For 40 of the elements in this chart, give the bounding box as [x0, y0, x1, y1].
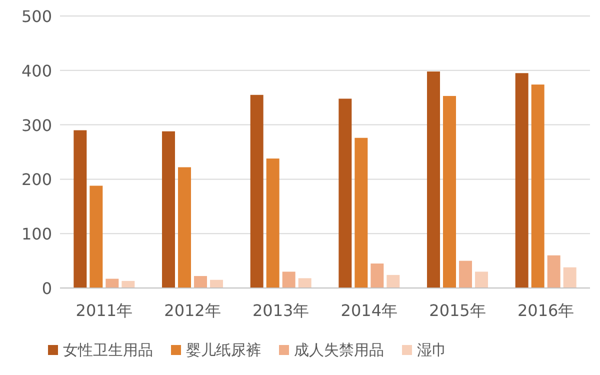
bar — [563, 267, 576, 288]
bar — [443, 96, 456, 288]
legend-label: 湿巾 — [417, 341, 447, 359]
y-tick-label: 0 — [42, 279, 52, 298]
bar — [459, 260, 472, 288]
bar — [194, 276, 207, 288]
bar — [475, 272, 488, 288]
bar — [122, 280, 135, 288]
y-tick-label: 500 — [21, 7, 52, 26]
bar — [250, 94, 264, 288]
x-tick-label: 2014年 — [340, 301, 398, 320]
legend-label: 女性卫生用品 — [63, 341, 153, 359]
x-tick-label: 2012年 — [164, 301, 221, 320]
y-tick-label: 400 — [21, 61, 52, 80]
bar — [370, 264, 384, 288]
bar — [547, 255, 560, 288]
bar — [298, 278, 312, 288]
legend-label: 婴儿纸尿裤 — [186, 341, 261, 359]
bar — [338, 98, 352, 288]
bar — [531, 84, 544, 288]
bar — [162, 131, 175, 288]
bar — [74, 130, 87, 288]
legend-label: 成人失禁用品 — [294, 341, 384, 359]
bar — [266, 158, 280, 288]
bar — [178, 167, 191, 288]
x-tick-label: 2016年 — [517, 301, 574, 320]
x-tick-label: 2011年 — [76, 301, 133, 320]
bar — [282, 272, 296, 288]
y-tick-label: 100 — [21, 224, 52, 244]
y-tick-label: 300 — [21, 116, 52, 135]
bar — [386, 274, 400, 288]
bar — [210, 280, 223, 288]
bar — [90, 186, 103, 288]
x-tick-label: 2013年 — [252, 301, 310, 320]
y-tick-label: 200 — [21, 170, 52, 190]
bar — [354, 138, 368, 288]
x-tick-label: 2015年 — [429, 301, 486, 320]
bar — [515, 73, 528, 288]
bar — [106, 278, 119, 288]
bar — [427, 71, 440, 288]
